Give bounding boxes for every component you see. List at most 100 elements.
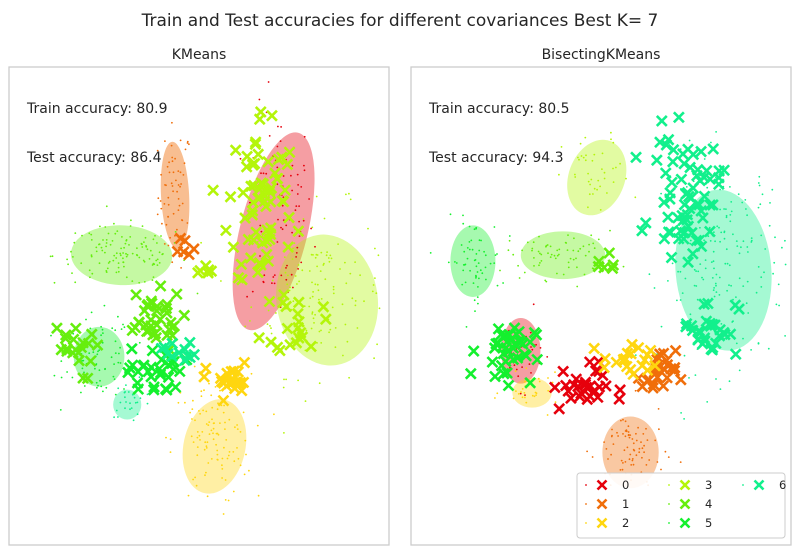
train-point-cluster-3 bbox=[310, 327, 313, 330]
train-point-cluster-4 bbox=[539, 262, 541, 264]
train-point-cluster-4 bbox=[125, 255, 128, 258]
train-point-cluster-4 bbox=[549, 256, 552, 258]
test-point-cluster-6 bbox=[704, 199, 717, 211]
test-point-cluster-6 bbox=[729, 348, 742, 361]
test-point-cluster-6 bbox=[703, 317, 716, 330]
train-point-cluster-1 bbox=[179, 171, 182, 174]
train-point-cluster-4 bbox=[109, 243, 112, 246]
train-point-cluster-1 bbox=[161, 222, 163, 225]
train-point-cluster-5 bbox=[455, 262, 458, 264]
train-point-cluster-3 bbox=[297, 264, 300, 266]
train-point-cluster-2 bbox=[196, 446, 199, 448]
train-point-cluster-6 bbox=[139, 397, 142, 400]
train-point-cluster-3 bbox=[334, 327, 337, 329]
test-point-cluster-3 bbox=[229, 144, 242, 157]
train-point-cluster-5 bbox=[447, 261, 450, 264]
train-point-cluster-2 bbox=[250, 372, 253, 375]
train-point-cluster-5 bbox=[98, 349, 101, 352]
train-point-cluster-5 bbox=[469, 269, 471, 272]
train-point-cluster-4 bbox=[544, 279, 547, 282]
train-point-cluster-6 bbox=[719, 188, 721, 191]
train-point-cluster-3 bbox=[376, 343, 378, 346]
train-point-cluster-5 bbox=[114, 352, 117, 354]
train-point-cluster-1 bbox=[586, 450, 588, 453]
train-point-cluster-3 bbox=[320, 329, 322, 332]
test-point-cluster-5 bbox=[497, 367, 510, 380]
figure-title: Train and Test accuracies for different … bbox=[141, 11, 659, 31]
train-point-cluster-3 bbox=[601, 168, 603, 171]
test-point-cluster-2 bbox=[588, 342, 601, 355]
train-point-cluster-6 bbox=[123, 391, 126, 394]
train-point-cluster-3 bbox=[344, 323, 347, 326]
train-point-cluster-6 bbox=[741, 201, 744, 204]
train-point-cluster-1 bbox=[175, 179, 177, 182]
train-point-cluster-3 bbox=[584, 136, 587, 139]
train-point-cluster-6 bbox=[784, 239, 786, 242]
train-point-cluster-2 bbox=[523, 392, 526, 394]
test-point-cluster-6 bbox=[664, 186, 677, 199]
train-point-cluster-6 bbox=[125, 384, 127, 386]
test-point-cluster-3 bbox=[263, 295, 276, 308]
train-point-cluster-4 bbox=[117, 266, 120, 269]
train-point-cluster-0 bbox=[276, 166, 279, 169]
train-point-cluster-5 bbox=[473, 299, 476, 302]
train-point-cluster-4 bbox=[533, 257, 535, 259]
covariance-ellipse-cluster-2 bbox=[512, 377, 552, 408]
train-point-cluster-6 bbox=[127, 391, 130, 393]
test-point-cluster-4 bbox=[161, 298, 174, 311]
train-point-cluster-3 bbox=[287, 274, 289, 277]
train-point-cluster-6 bbox=[746, 246, 749, 248]
train-point-cluster-5 bbox=[478, 239, 481, 242]
train-point-cluster-4 bbox=[554, 257, 557, 260]
test-point-cluster-0 bbox=[593, 381, 606, 393]
train-point-cluster-1 bbox=[635, 439, 638, 442]
legend-dot-3 bbox=[668, 484, 670, 486]
train-point-cluster-3 bbox=[577, 156, 579, 159]
train-point-cluster-5 bbox=[429, 252, 432, 254]
train-point-cluster-2 bbox=[517, 393, 520, 395]
train-point-cluster-2 bbox=[547, 377, 549, 379]
train-point-cluster-3 bbox=[271, 279, 274, 282]
test-point-cluster-6 bbox=[672, 211, 684, 224]
test-point-cluster-6 bbox=[693, 324, 706, 337]
train-point-cluster-4 bbox=[156, 258, 159, 261]
train-point-cluster-4 bbox=[158, 262, 161, 264]
test-point-cluster-0 bbox=[591, 391, 604, 404]
test-point-cluster-5 bbox=[467, 345, 480, 357]
train-point-cluster-3 bbox=[332, 285, 335, 288]
train-point-cluster-6 bbox=[764, 248, 767, 250]
test-point-cluster-1 bbox=[661, 371, 673, 384]
test-point-cluster-2 bbox=[226, 376, 239, 389]
train-point-cluster-3 bbox=[249, 320, 251, 322]
test-point-cluster-3 bbox=[263, 233, 276, 246]
train-point-cluster-5 bbox=[480, 239, 482, 242]
train-point-cluster-5 bbox=[100, 385, 103, 388]
train-point-cluster-1 bbox=[628, 458, 631, 461]
train-point-cluster-1 bbox=[610, 453, 612, 456]
train-point-cluster-5 bbox=[95, 381, 98, 384]
train-point-cluster-1 bbox=[163, 203, 166, 205]
train-point-cluster-0 bbox=[262, 172, 265, 175]
train-point-cluster-6 bbox=[699, 226, 701, 229]
train-point-cluster-6 bbox=[710, 261, 713, 263]
test-point-cluster-3 bbox=[282, 241, 295, 254]
train-point-cluster-3 bbox=[619, 162, 621, 165]
test-point-cluster-4 bbox=[72, 346, 85, 359]
test-point-cluster-4 bbox=[607, 259, 620, 271]
train-point-cluster-4 bbox=[517, 264, 519, 267]
train-point-cluster-6 bbox=[709, 240, 712, 242]
train-point-cluster-6 bbox=[134, 401, 137, 404]
train-point-cluster-4 bbox=[538, 264, 540, 267]
train-point-cluster-3 bbox=[314, 256, 317, 259]
train-point-cluster-4 bbox=[95, 246, 98, 249]
train-point-cluster-5 bbox=[465, 326, 468, 328]
train-point-cluster-6 bbox=[771, 188, 774, 191]
train-point-cluster-4 bbox=[115, 252, 118, 255]
train-point-cluster-6 bbox=[685, 186, 688, 188]
train-point-cluster-3 bbox=[329, 254, 332, 257]
test-point-cluster-6 bbox=[705, 343, 718, 356]
train-point-cluster-3 bbox=[304, 400, 307, 402]
train-point-cluster-0 bbox=[258, 98, 261, 101]
train-point-cluster-3 bbox=[349, 198, 352, 201]
train-point-cluster-1 bbox=[640, 441, 642, 443]
